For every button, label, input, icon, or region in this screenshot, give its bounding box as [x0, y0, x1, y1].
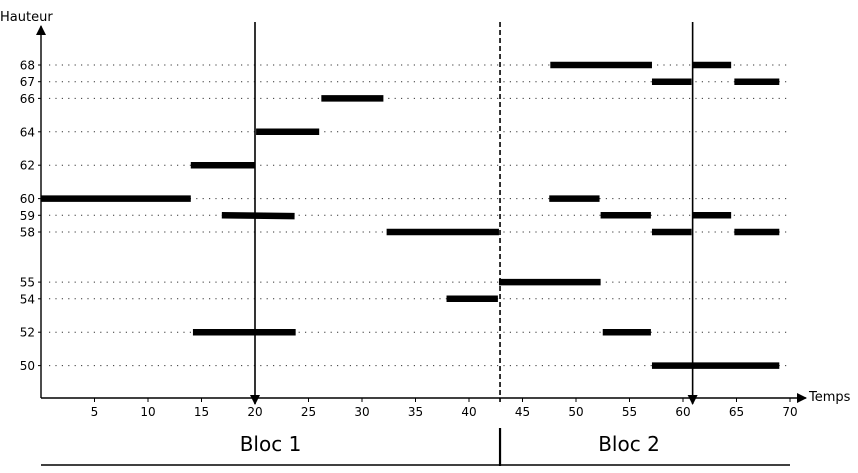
- tick-labels: 68 67 66 64 62 60 59 58 55 54 52 50 5 10 15 20 25 30 35 40 4…: [20, 59, 798, 420]
- y-tick-label: 62: [20, 159, 35, 173]
- y-tick-label: 54: [20, 292, 35, 306]
- y-tick-label: 60: [20, 192, 35, 206]
- x-tick-label: 20: [247, 405, 262, 419]
- y-tick-label: 55: [20, 276, 35, 290]
- y-tick-label: 64: [20, 125, 35, 139]
- y-tick-label: 52: [20, 326, 35, 340]
- x-tick-label: 15: [194, 405, 209, 419]
- y-tick-label: 67: [20, 75, 35, 89]
- block-band: Bloc 1 Bloc 2: [41, 428, 790, 466]
- x-tick-label: 35: [408, 405, 423, 419]
- note-segment: [221, 212, 295, 220]
- x-tick-label: 30: [354, 405, 369, 419]
- y-tick-label: 58: [20, 226, 35, 240]
- x-tick-label: 25: [301, 405, 316, 419]
- x-tick-label: 65: [729, 405, 744, 419]
- x-tick-label: 5: [91, 405, 99, 419]
- x-tick-label: 40: [461, 405, 476, 419]
- note-segments: [41, 61, 780, 369]
- y-tick-label: 66: [20, 92, 35, 106]
- block-label: Bloc 2: [598, 432, 660, 456]
- axes: [36, 25, 807, 403]
- x-tick-label: 70: [782, 405, 797, 419]
- x-tick-label: 10: [140, 405, 155, 419]
- y-tick-label: 68: [20, 59, 35, 73]
- y-tick-label: 59: [20, 209, 35, 223]
- block-label: Bloc 1: [240, 432, 302, 456]
- x-tick-label: 50: [568, 405, 583, 419]
- x-axis-label: Temps: [808, 390, 851, 405]
- grid-lines: [49, 64, 790, 367]
- x-tick-label: 60: [675, 405, 690, 419]
- x-tick-label: 55: [622, 405, 637, 419]
- x-tick-label: 45: [515, 405, 530, 419]
- y-tick-label: 50: [20, 359, 35, 373]
- y-axis-label: Hauteur: [0, 10, 53, 25]
